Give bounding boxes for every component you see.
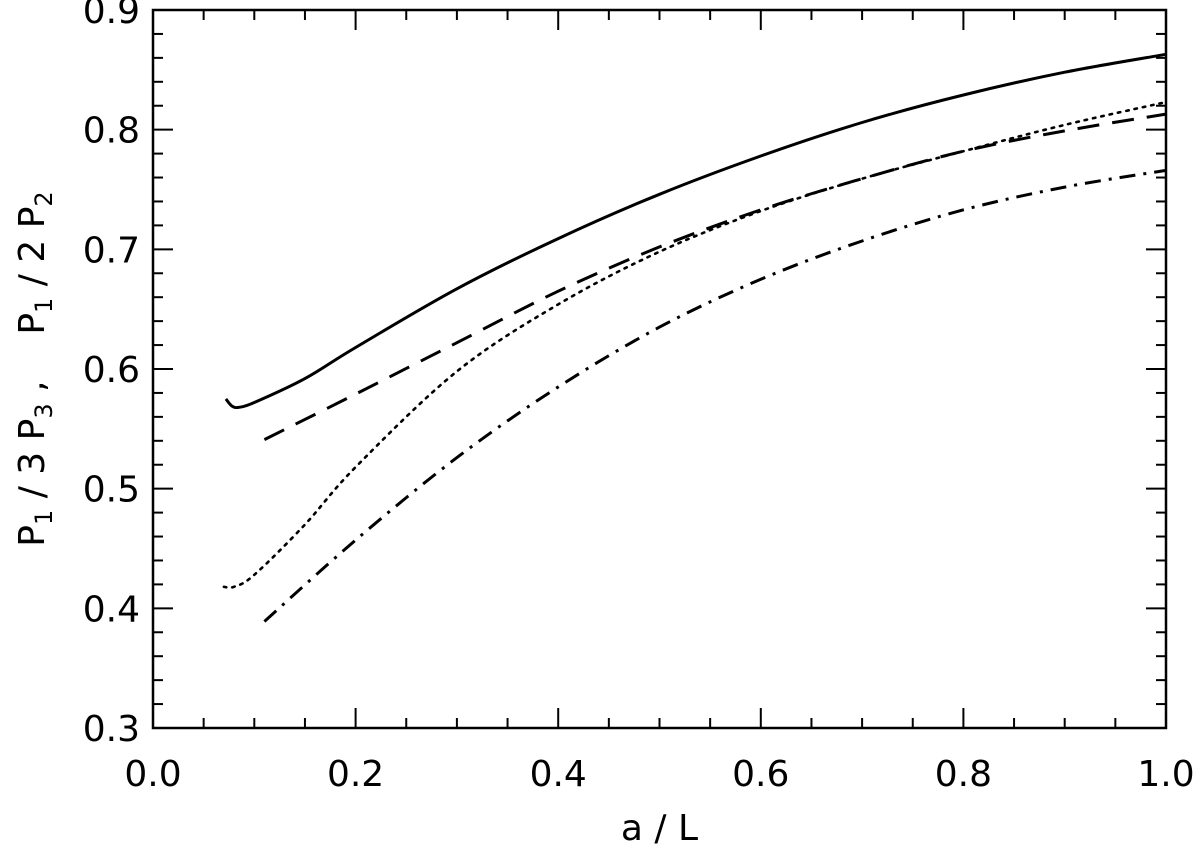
y-title-p: P bbox=[12, 313, 53, 335]
y-tick-label: 0.4 bbox=[83, 589, 140, 630]
axis-ticks bbox=[152, 9, 1167, 729]
y-tick-label: 0.3 bbox=[83, 709, 140, 750]
y-title-sub: 1 bbox=[30, 510, 58, 525]
x-tick-label: 1.0 bbox=[1137, 754, 1194, 795]
series-line-dashdot bbox=[263, 168, 1167, 623]
plot-frame bbox=[151, 8, 1168, 730]
x-tick-label: 0.8 bbox=[935, 754, 992, 795]
x-tick-label: 0.6 bbox=[732, 754, 789, 795]
series-line-solid bbox=[224, 52, 1167, 410]
x-tick-label: 0.2 bbox=[327, 754, 384, 795]
y-tick-labels: 0.3 0.4 0.5 0.6 0.7 0.8 0.9 bbox=[83, 0, 140, 750]
y-title-p: P bbox=[12, 207, 53, 229]
y-tick-label: 0.5 bbox=[83, 470, 140, 511]
x-tick-label: 0.4 bbox=[530, 754, 587, 795]
x-tick-labels: 0.0 0.2 0.4 0.6 0.8 1.0 bbox=[124, 754, 1194, 795]
y-title-gap bbox=[12, 335, 53, 381]
y-tick-label: 0.6 bbox=[83, 350, 140, 391]
y-title-mid: / 3 bbox=[12, 440, 53, 509]
series-group bbox=[222, 52, 1168, 623]
y-tick-label: 0.7 bbox=[83, 230, 140, 271]
y-title-p: P bbox=[12, 525, 53, 547]
y-axis-title: P1 / 3 P3 , P1 / 2 P2 bbox=[12, 191, 58, 546]
x-axis-title: a / L bbox=[621, 808, 698, 849]
x-tick-label: 0.0 bbox=[124, 754, 181, 795]
y-tick-label: 0.9 bbox=[83, 0, 140, 32]
y-tick-label: 0.8 bbox=[83, 111, 140, 152]
y-title-sep: , bbox=[12, 380, 53, 403]
y-title-sub: 2 bbox=[30, 191, 58, 206]
y-title-p: P bbox=[12, 419, 53, 441]
y-title-sub: 1 bbox=[30, 298, 58, 313]
y-title-sub: 3 bbox=[30, 403, 58, 418]
series-line-dashed bbox=[263, 112, 1167, 441]
series-line-dotted bbox=[222, 100, 1168, 589]
y-title-mid: / 2 bbox=[12, 228, 53, 297]
